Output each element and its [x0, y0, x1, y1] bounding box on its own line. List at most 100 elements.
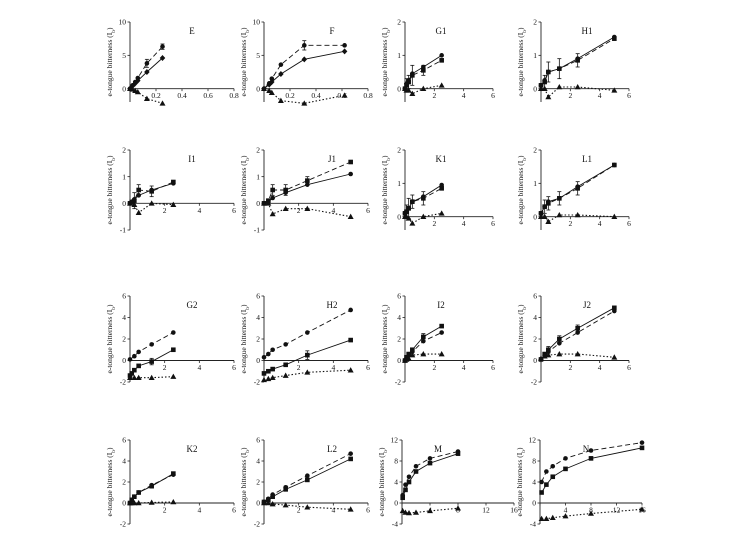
x-tick-label: 6: [232, 363, 236, 372]
y-tick-label: 0: [533, 84, 537, 93]
x-tick-label: 4: [462, 91, 466, 100]
series-I1-3: [127, 199, 177, 215]
data-point: [261, 376, 267, 383]
data-point: [550, 474, 556, 480]
y-axis-label: e-tongue bitterness (Ib): [105, 155, 117, 224]
data-point: [409, 90, 416, 96]
panel-label: G1: [436, 26, 447, 36]
panel-label: E: [189, 26, 195, 36]
y-tick-label: 6: [256, 292, 260, 301]
data-point: [406, 78, 411, 83]
y-tick-label: 12: [529, 436, 537, 445]
data-point: [455, 451, 461, 456]
data-point: [539, 490, 544, 495]
data-point: [305, 330, 310, 335]
data-point: [129, 371, 135, 376]
x-tick-label: 6: [491, 363, 495, 372]
y-tick-label: 2: [533, 18, 537, 27]
data-point: [541, 213, 548, 219]
data-point: [144, 69, 150, 75]
x-tick-label: 0.2: [285, 91, 295, 100]
panel-label: M: [434, 444, 442, 454]
data-point: [639, 445, 645, 451]
data-point: [305, 477, 310, 483]
data-point: [575, 330, 580, 335]
data-point: [410, 71, 415, 76]
data-point: [575, 325, 580, 331]
series-K2-3: [127, 498, 177, 506]
data-point: [261, 200, 267, 206]
data-point: [455, 505, 461, 511]
x-tick-label: 12: [613, 506, 621, 515]
x-tick-label: 4: [564, 506, 568, 515]
data-point: [265, 200, 272, 206]
x-tick-label: 0.6: [337, 91, 347, 100]
data-point: [406, 479, 412, 485]
x-tick-label: 4: [598, 91, 602, 100]
series-F-1: [261, 40, 347, 91]
panel-label: J2: [583, 300, 591, 310]
data-point: [413, 469, 419, 474]
panel-J1: e-tongue bitterness (Ib)-1 0 1 2 2 4 6 J1: [239, 146, 370, 235]
data-point: [269, 76, 275, 81]
series-H2-1: [261, 307, 353, 360]
data-point: [278, 71, 284, 77]
data-point: [265, 500, 272, 506]
data-point: [575, 56, 580, 61]
data-point: [612, 34, 617, 40]
y-axis-label: e-tongue bitterness (Ib): [105, 304, 117, 373]
data-point: [611, 354, 618, 360]
data-point: [406, 474, 412, 480]
data-point: [405, 215, 412, 221]
data-point: [420, 213, 427, 219]
x-tick-label: 2: [163, 206, 167, 215]
y-axis-label: e-tongue bitterness (Ib): [380, 304, 392, 373]
x-tick-label: 6: [627, 363, 631, 372]
data-point: [277, 97, 284, 103]
panel-I1: e-tongue bitterness (Ib)-1 0 1 2 2 4 6 I1: [105, 146, 236, 235]
data-point: [421, 64, 426, 70]
data-point: [269, 79, 275, 85]
panel-M: e-tongue bitterness (Ib)-404812481216M: [377, 436, 518, 529]
data-point: [556, 351, 563, 357]
data-point: [546, 69, 551, 75]
series-M-1: [400, 449, 461, 498]
data-point: [439, 323, 444, 329]
data-point: [544, 482, 549, 487]
data-point: [282, 372, 289, 378]
x-tick-label: 4: [462, 219, 466, 228]
data-point: [270, 187, 275, 193]
data-point: [261, 354, 267, 360]
series-G2-2: [127, 347, 176, 378]
y-tick-label: 2: [256, 146, 260, 155]
x-tick-label: 0.4: [311, 91, 321, 100]
y-tick-label: -2: [531, 378, 537, 387]
data-point: [134, 89, 141, 95]
y-tick-label: 0: [533, 212, 537, 221]
data-point: [538, 355, 544, 361]
panel-label: H1: [582, 26, 593, 36]
series-L1-2: [538, 162, 617, 216]
data-point: [347, 213, 354, 219]
y-tick-label: 2: [533, 146, 537, 155]
data-point: [538, 211, 544, 216]
data-point: [427, 456, 433, 461]
data-point: [127, 374, 133, 380]
x-tick-label: 2: [432, 219, 436, 228]
y-tick-label: 2: [122, 335, 126, 344]
panel-J2: e-tongue bitterness (Ib)-2 0 2 4 6 2 4 6 J2: [516, 292, 631, 387]
data-point: [439, 186, 444, 191]
panel-I2: e-tongue bitterness (Ib)-2 0 2 4 6 2 4 6 I2: [380, 292, 495, 387]
data-point: [305, 352, 310, 358]
data-point: [348, 451, 353, 456]
y-tick-label: 4: [533, 313, 537, 322]
y-tick-label: -2: [395, 378, 401, 387]
data-point: [574, 351, 581, 357]
series-G1-3: [402, 82, 445, 96]
data-point: [557, 66, 562, 71]
x-tick-label: 6: [366, 506, 370, 515]
panel-H1: e-tongue bitterness (Ib) 0 1 2 2 4 6 H1: [516, 18, 631, 102]
data-point: [544, 469, 549, 474]
x-tick-label: 6: [366, 363, 370, 372]
data-point: [136, 363, 141, 369]
